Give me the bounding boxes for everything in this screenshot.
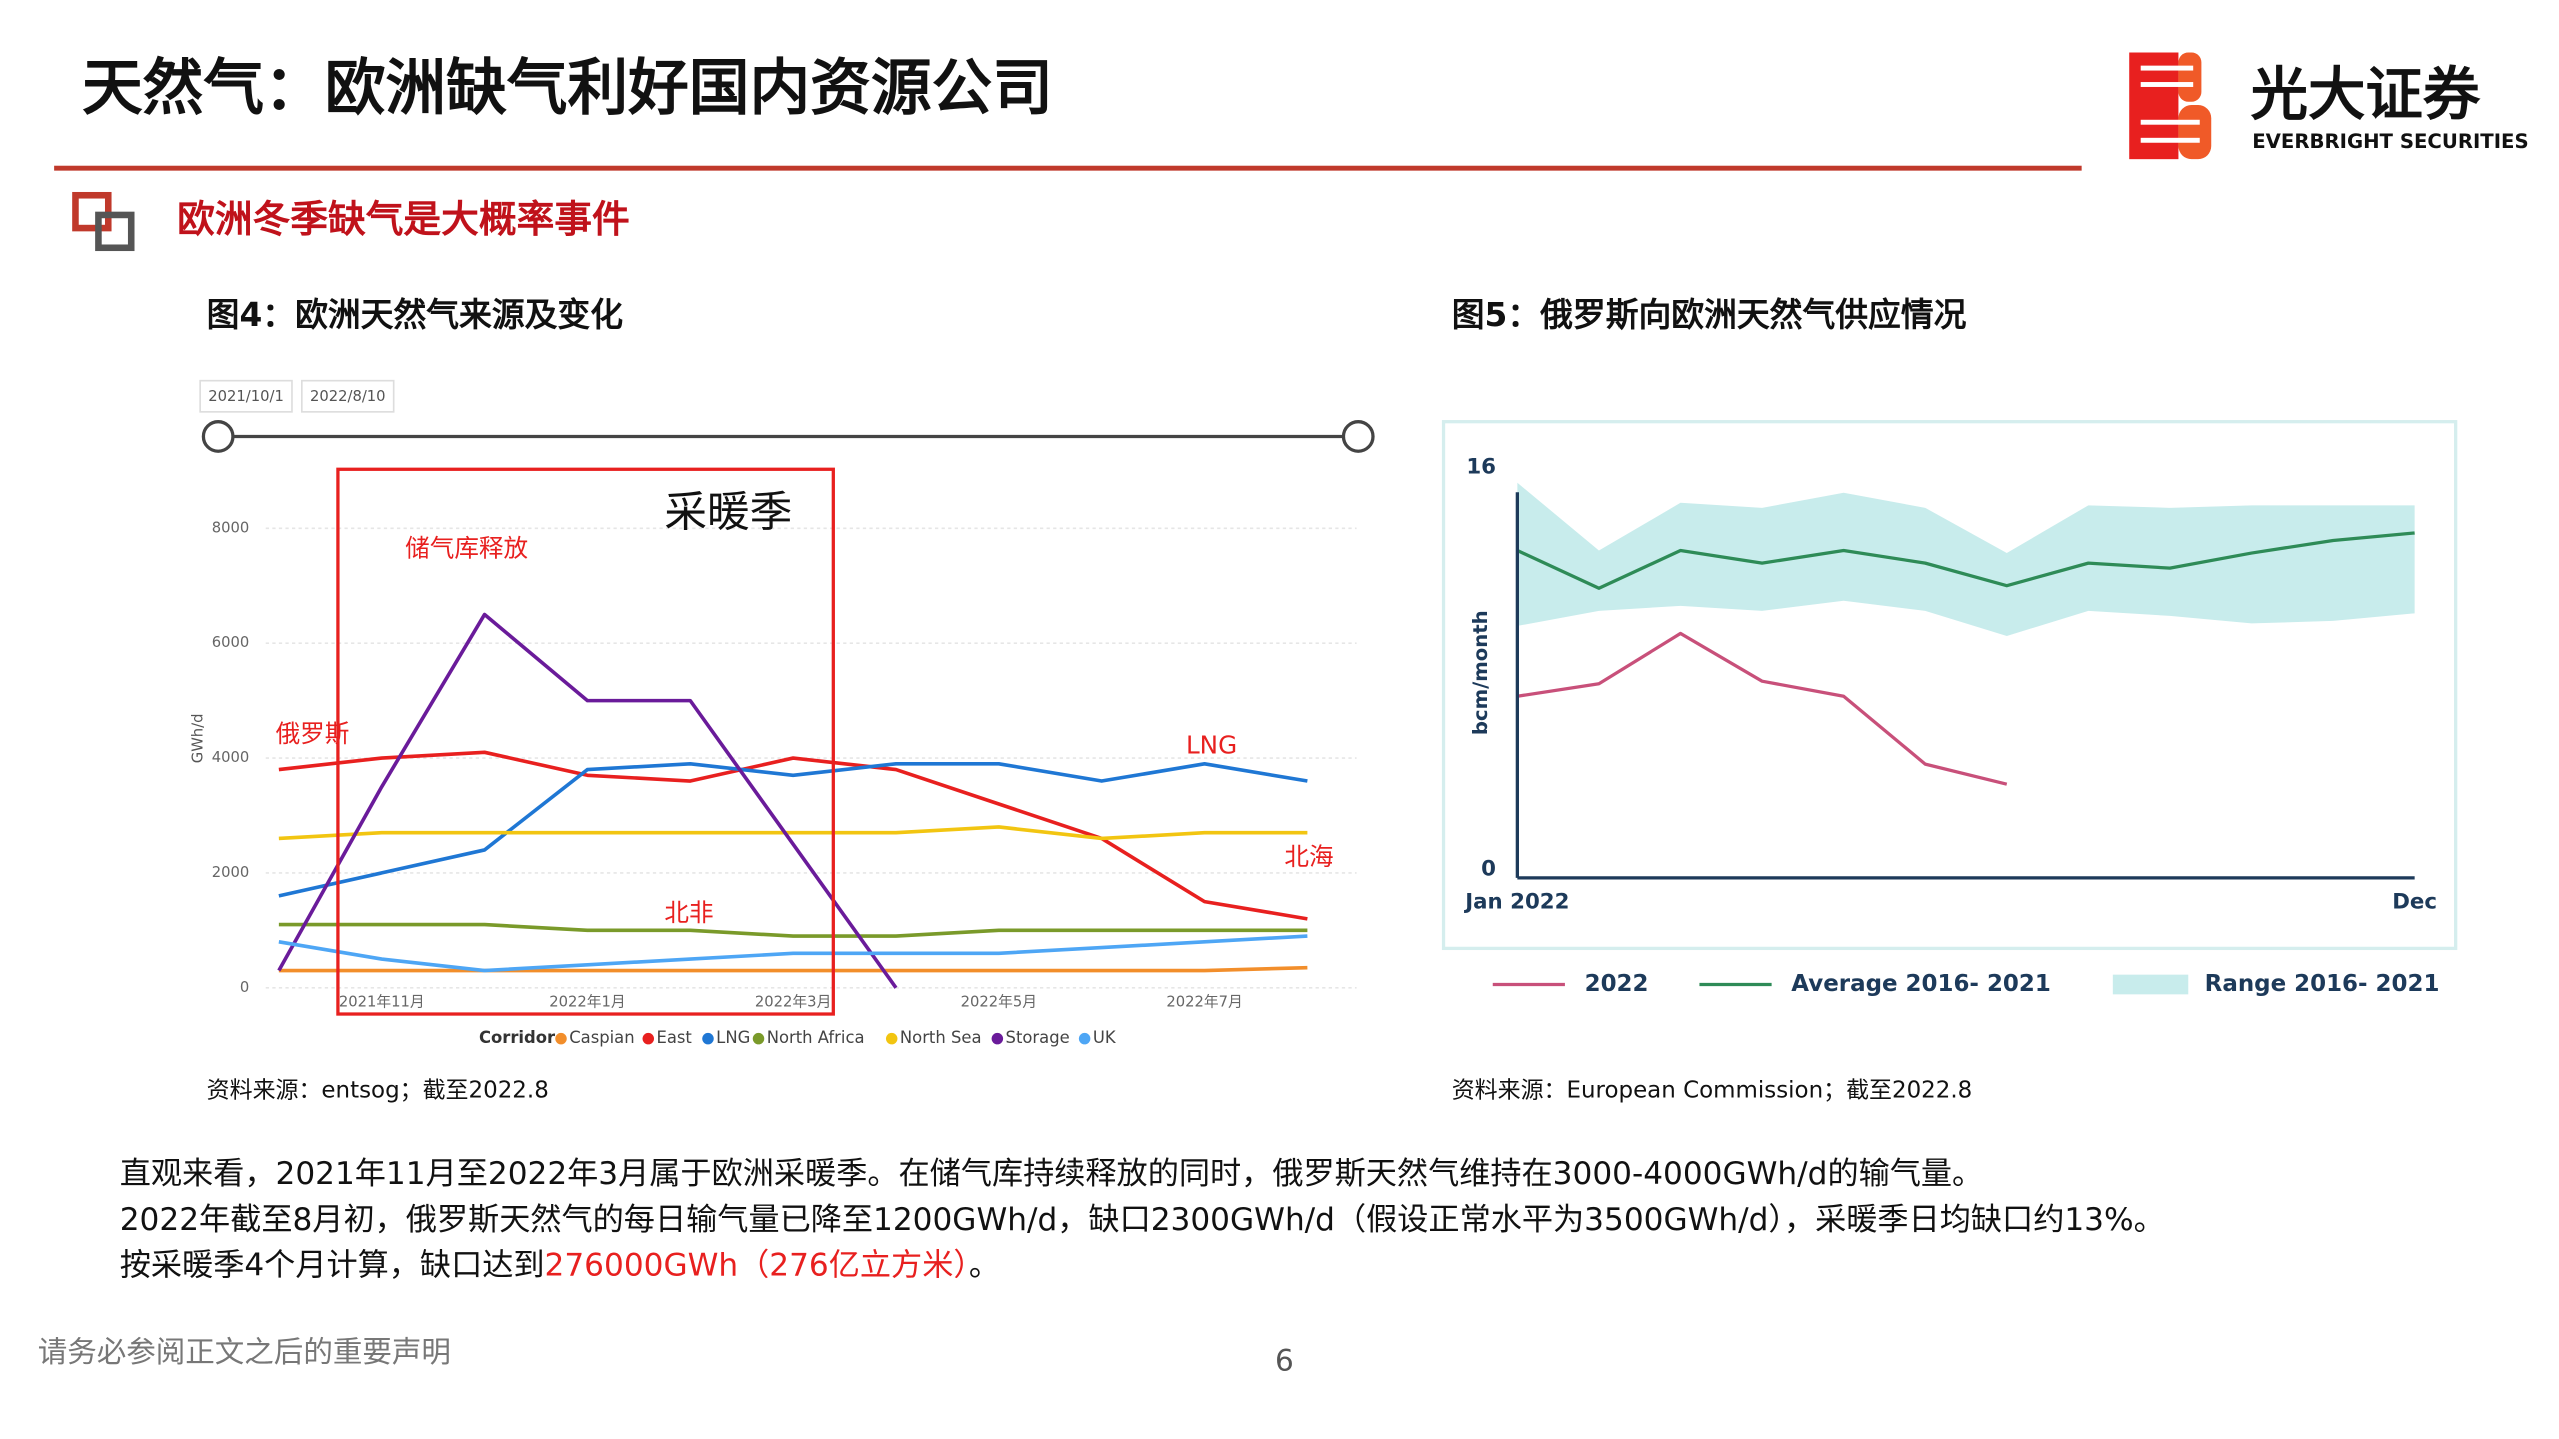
- chart-2: 0 16 Jan 2022 Dec bcm/month 2022 Average 2016-…: [1463, 455, 2439, 997]
- legend-label: Range 2016- 2021: [2205, 971, 2440, 997]
- chart-frame: [1441, 420, 2458, 951]
- annotation: 北非: [664, 898, 713, 927]
- figure-source: 资料来源：entsog；截至2022.8: [207, 1078, 549, 1104]
- legend-label: Caspian: [569, 1028, 634, 1047]
- legend-swatch: [991, 1032, 1004, 1045]
- y-tick-label: 0: [1481, 857, 1496, 882]
- x-tick-label: 2022年7月: [1166, 994, 1242, 1011]
- section-icon: [72, 191, 135, 252]
- series-line: [278, 825, 1308, 841]
- slide-title: 天然气：欧洲缺气利好国内资源公司: [82, 53, 1053, 123]
- legend-title: Corridor: [479, 1028, 556, 1047]
- legend-label: LNG: [716, 1028, 750, 1047]
- section-title: 欧洲冬季缺气是大概率事件: [177, 197, 630, 241]
- figure-caption: 图4：欧洲天然气来源及变化: [207, 296, 624, 334]
- body-text: 按采暖季4个月计算，缺口达到: [120, 1248, 545, 1284]
- legend-swatch: [555, 1032, 567, 1045]
- legend-swatch: [702, 1032, 714, 1045]
- legend-label: Average 2016- 2021: [1791, 971, 2051, 997]
- annotation: 采暖季: [664, 488, 792, 538]
- date-start: 2021/10/1: [208, 388, 284, 405]
- y-tick-label: 2000: [212, 864, 250, 881]
- body-highlight: 276000GWh（276亿立方米）: [545, 1248, 969, 1284]
- heating-season-box: [336, 467, 835, 1016]
- series-line: [1516, 531, 2415, 590]
- logo: [2129, 52, 2212, 160]
- logo-cn: 光大证券: [2251, 61, 2481, 128]
- range-band: [1517, 482, 2415, 636]
- logo-en: EVERBRIGHT SECURITIES: [2252, 130, 2528, 153]
- slider-handle[interactable]: [201, 420, 235, 453]
- disclaimer: 请务必参阅正文之后的重要声明: [38, 1335, 451, 1369]
- legend-label: UK: [1093, 1028, 1117, 1047]
- y-tick-label: 8000: [212, 519, 250, 536]
- figure-caption: 图5：俄罗斯向欧洲天然气供应情况: [1452, 296, 1967, 334]
- y-axis-label: bcm/month: [1469, 610, 1492, 735]
- date-box: [199, 379, 293, 413]
- x-tick-label: 2022年1月: [549, 994, 625, 1011]
- body-text: 直观来看，2021年11月至2022年3月属于欧洲采暖季。在储气库持续释放的同时…: [120, 1156, 1983, 1192]
- y-axis-label: GWh/d: [189, 714, 206, 764]
- legend-label: North Sea: [900, 1028, 982, 1047]
- legend-label: Storage: [1006, 1028, 1070, 1047]
- annotation: 北海: [1284, 842, 1333, 871]
- y-tick-label: 4000: [212, 749, 250, 766]
- x-tick-label: 2021年11月: [339, 994, 425, 1011]
- legend-label: 2022: [1585, 971, 1649, 997]
- series-line: [278, 750, 1308, 921]
- figure-source: 资料来源：European Commission；截至2022.8: [1452, 1078, 1973, 1104]
- body-text: 2022年截至8月初，俄罗斯天然气的每日输气量已降至1200GWh/d，缺口23…: [120, 1202, 2165, 1238]
- legend-label: East: [656, 1028, 692, 1047]
- legend-swatch: [1078, 1032, 1091, 1045]
- body-text: 按采暖季4个月计算，缺口达到276000GWh（276亿立方米）。: [120, 1248, 1000, 1284]
- series-line: [278, 965, 1308, 973]
- slider-handle[interactable]: [1341, 420, 1375, 453]
- body-text: 。: [969, 1248, 1000, 1284]
- title-rule: [54, 165, 2082, 171]
- date-box: [301, 379, 395, 413]
- date-end: 2022/8/10: [310, 388, 386, 405]
- chart-1: 0 2000 4000 6000 8000 2021年11月 2022年1月 2022年3月 2…: [189, 488, 1357, 1047]
- series-line: [278, 922, 1308, 938]
- series-line: [1517, 631, 2008, 786]
- x-tick-label: Jan 2022: [1463, 889, 1569, 914]
- legend-swatch: [885, 1032, 898, 1045]
- legend-swatch: [752, 1032, 765, 1045]
- series-line: [278, 761, 1308, 898]
- page-number: 6: [1275, 1343, 1294, 1377]
- series-line: [277, 612, 898, 989]
- legend-label: North Africa: [767, 1028, 865, 1047]
- y-tick-label: 16: [1466, 455, 1496, 480]
- series-line: [278, 934, 1308, 973]
- legend-swatch: [2112, 974, 2189, 995]
- y-tick-label: 6000: [212, 634, 250, 651]
- x-tick-label: 2022年5月: [961, 994, 1037, 1011]
- legend-swatch: [642, 1032, 655, 1045]
- y-tick-label: 0: [240, 979, 249, 996]
- x-tick-label: Dec: [2392, 889, 2437, 914]
- x-tick-label: 2022年3月: [755, 994, 831, 1011]
- annotation: LNG: [1186, 731, 1237, 760]
- annotation: 储气库释放: [405, 534, 528, 563]
